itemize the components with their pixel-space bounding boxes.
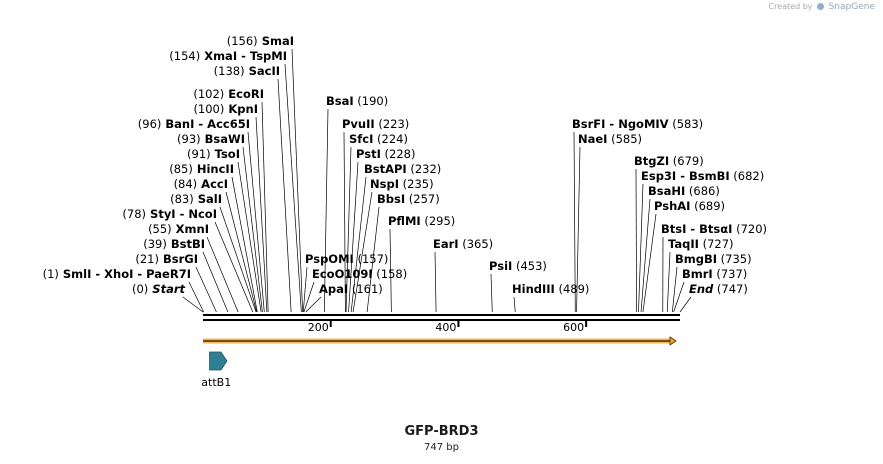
cut-site-line (679, 296, 692, 313)
snapgene-logo-icon (817, 3, 825, 10)
cut-site-line (231, 176, 258, 313)
cut-site-line (352, 191, 373, 313)
credit-prefix: Created by (768, 2, 813, 11)
cut-site-line (323, 108, 329, 313)
cut-site-line (247, 131, 265, 313)
enzyme-site-label: (39) BstBI (143, 237, 205, 251)
cut-site-line (671, 266, 678, 313)
cut-site-line (673, 281, 685, 313)
insert-arrow-head (669, 336, 677, 346)
enzyme-site-label: PshAI (689) (654, 199, 725, 213)
cut-site-line (576, 146, 581, 313)
enzyme-site-label: EcoO109I (158) (312, 267, 407, 281)
cut-site-line (303, 281, 315, 313)
enzyme-site-label: TaqII (727) (668, 237, 734, 251)
cut-site-line (573, 131, 576, 313)
enzyme-site-label: (91) TsoI (187, 147, 240, 161)
enzyme-site-label: PspOMI (157) (305, 252, 388, 266)
enzyme-site-label: PstI (228) (356, 147, 415, 161)
cut-site-line (284, 63, 302, 313)
cut-site-line (225, 191, 257, 313)
cut-site-line (366, 206, 380, 313)
snapgene-credit: Created by SnapGene (768, 2, 875, 12)
enzyme-site-label: BmgBI (735) (675, 252, 752, 266)
scale-tick-label: 400 (435, 321, 456, 334)
enzyme-site-label: BsaI (190) (326, 94, 388, 108)
enzyme-site-label: BstAPI (232) (364, 162, 441, 176)
cut-site-line (195, 266, 217, 313)
enzyme-site-label: (84) AccI (174, 177, 228, 191)
enzyme-site-label: HindIII (489) (512, 282, 589, 296)
enzyme-site-label: Esp3I - BsmBI (682) (641, 169, 764, 183)
enzyme-site-label: (78) StyI - NcoI (122, 207, 217, 221)
enzyme-site-label: BbsI (257) (377, 192, 440, 206)
cut-site-line (277, 78, 292, 313)
plasmid-name: GFP-BRD3 (404, 424, 479, 439)
enzyme-site-label: (1) SmlI - XhoI - PaeR7I (43, 267, 191, 281)
plasmid-length: 747 bp (424, 442, 459, 453)
cut-site-line (255, 116, 268, 313)
attb1-label: attB1 (201, 376, 231, 389)
cut-site-line (219, 206, 257, 313)
enzyme-site-label: NaeI (585) (578, 132, 642, 146)
cut-site-line (345, 146, 352, 313)
cut-site-line (188, 281, 204, 313)
enzyme-site-label: BtsI - BtsαI (720) (661, 222, 767, 236)
enzyme-site-label: (83) SalI (170, 192, 222, 206)
enzyme-site-label: End (747) (689, 282, 748, 296)
enzyme-site-label: BsaHI (686) (648, 184, 720, 198)
enzyme-site-label: (96) BanI - Acc65I (138, 117, 250, 131)
enzyme-site-label: (154) XmaI - TspMI (169, 49, 287, 63)
cut-site-line (666, 251, 671, 313)
cut-site-line (642, 213, 657, 313)
enzyme-site-label: (102) EcoRI (193, 87, 264, 101)
enzyme-site-label: (0) Start (132, 282, 186, 296)
enzyme-site-label: (93) BsaWI (177, 132, 245, 146)
sequence-map: (156) SmaI(154) XmaI - TspMI(138) SacII (… (43, 34, 767, 389)
enzyme-site-label: (138) SacII (214, 64, 280, 78)
cut-site-line (638, 183, 644, 313)
scale-tick-label: 200 (308, 321, 329, 334)
enzyme-site-label: BmrI (737) (682, 267, 747, 281)
enzyme-site-label: BtgZI (679) (634, 154, 704, 168)
cut-site-line (434, 251, 437, 313)
cut-site-line (291, 48, 303, 313)
cut-site-line (214, 221, 254, 313)
enzyme-site-label: PsiI (453) (489, 259, 547, 273)
enzyme-site-label: BsrFI - NgoMIV (583) (572, 117, 703, 131)
cut-site-line (635, 168, 637, 313)
enzyme-site-label: (156) SmaI (227, 34, 294, 48)
enzyme-site-label: PvuII (223) (342, 117, 409, 131)
cut-site-line (206, 236, 239, 313)
cut-site-line (302, 266, 308, 313)
enzyme-site-label: SfcI (224) (349, 132, 408, 146)
cut-site-line (182, 296, 204, 313)
enzyme-site-label: (21) BsrGI (135, 252, 198, 266)
cut-site-line (513, 296, 516, 313)
cut-site-line (348, 161, 359, 313)
scale-tick-label: 600 (563, 321, 584, 334)
attb1-feature (209, 351, 228, 371)
cut-site-line (261, 101, 269, 313)
cut-site-line (640, 198, 651, 313)
cut-site-line (350, 176, 367, 313)
enzyme-site-label: (55) XmnI (148, 222, 209, 236)
enzyme-site-label: (100) KpnI (193, 102, 258, 116)
cut-site-line (490, 273, 493, 313)
enzyme-site-label: PflMI (295) (388, 214, 455, 228)
cut-site-line (237, 161, 262, 313)
credit-brand: SnapGene (828, 2, 875, 12)
cut-site-line (202, 251, 229, 313)
cut-site-line (242, 146, 263, 313)
enzyme-site-label: (85) HincII (169, 162, 234, 176)
enzyme-site-label: EarI (365) (433, 237, 493, 251)
enzyme-site-label: ApaI (161) (319, 282, 383, 296)
enzyme-site-label: NspI (235) (370, 177, 434, 191)
cut-site-line (343, 131, 346, 313)
cut-site-line (305, 296, 322, 313)
cut-site-line (389, 228, 392, 313)
